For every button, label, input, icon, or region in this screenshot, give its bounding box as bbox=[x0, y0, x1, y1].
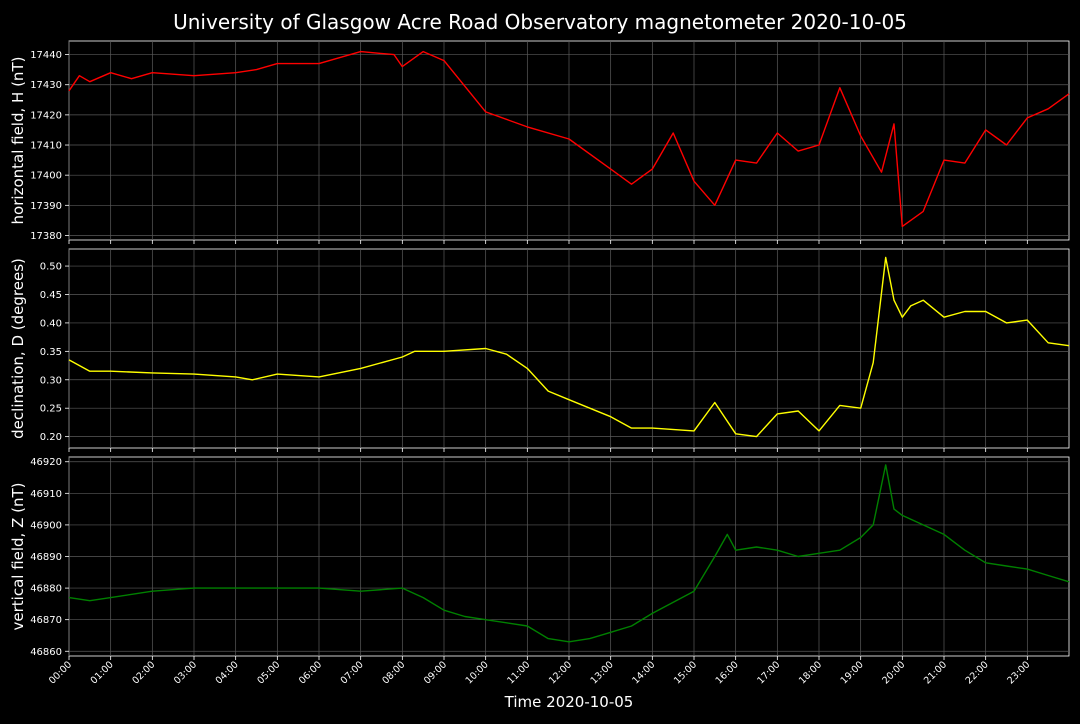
series-line bbox=[68, 50, 1070, 228]
panel-2: 0.20 0.25 0.30 0.35 0.40 0.45 0.50 declination,… bbox=[9, 248, 1070, 452]
y-tick-label: 46870 bbox=[30, 615, 62, 626]
y-tick-label: 17440 bbox=[30, 50, 62, 61]
y-tick-label: 17430 bbox=[30, 80, 62, 91]
y-tick-label: 17420 bbox=[30, 110, 62, 121]
y-axis-label: vertical field, Z (nT) bbox=[9, 482, 27, 630]
y-tick-label: 17380 bbox=[30, 231, 62, 242]
panel-3: 46860 46870 46880 46890 46900 46910 46920 verti… bbox=[9, 456, 1070, 660]
series-line bbox=[68, 464, 1070, 643]
y-tick-label: 17400 bbox=[30, 171, 62, 182]
y-tick-label: 0.30 bbox=[40, 375, 62, 386]
y-tick-label: 17390 bbox=[30, 201, 62, 212]
x-axis-label: Time 2020-10-05 bbox=[504, 693, 634, 711]
y-tick-label: 17410 bbox=[30, 141, 62, 152]
y-tick-label: 0.25 bbox=[40, 404, 62, 415]
y-tick-label: 46900 bbox=[30, 520, 62, 531]
y-tick-label: 46880 bbox=[30, 584, 62, 595]
y-tick-label: 46860 bbox=[30, 647, 62, 658]
y-tick-label: 0.35 bbox=[40, 347, 62, 358]
y-tick-label: 0.50 bbox=[40, 262, 62, 273]
y-tick-label: 46920 bbox=[30, 457, 62, 468]
series-line bbox=[68, 256, 1070, 438]
y-tick-label: 0.40 bbox=[40, 318, 62, 329]
chart-title: University of Glasgow Acre Road Observat… bbox=[173, 10, 907, 34]
y-tick-label: 46890 bbox=[30, 552, 62, 563]
panel-1: 17380 17390 17400 17410 17420 17430 17440horiz… bbox=[9, 40, 1070, 244]
y-tick-label: 0.20 bbox=[40, 432, 62, 443]
y-axis-label: declination, D (degrees) bbox=[9, 258, 27, 439]
y-axis-label: horizontal field, H (nT) bbox=[9, 57, 27, 225]
y-tick-label: 0.45 bbox=[40, 290, 62, 301]
y-tick-label: 46910 bbox=[30, 489, 62, 500]
